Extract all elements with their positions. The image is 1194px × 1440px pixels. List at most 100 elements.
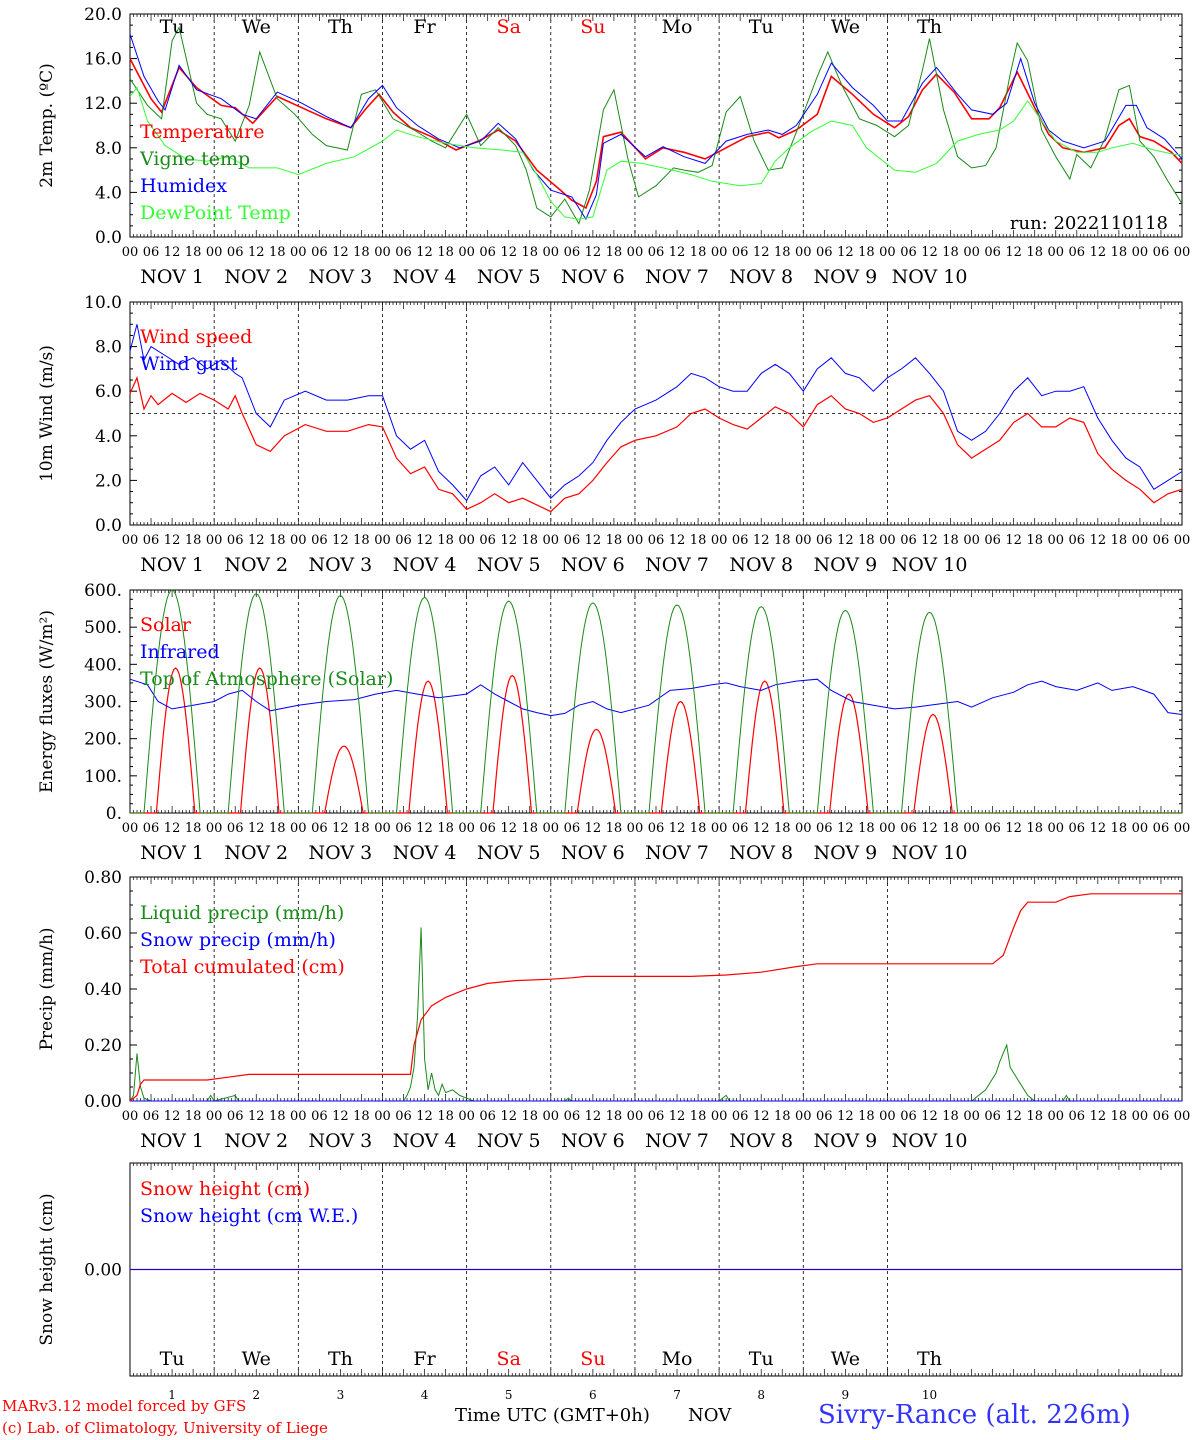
date-label: NOV 3 — [309, 1130, 373, 1152]
legend-entry: Solar — [140, 614, 192, 636]
date-label: NOV 5 — [477, 554, 541, 576]
x-tick-label: 06 — [1153, 1109, 1170, 1124]
x-tick-label: 00 — [1174, 533, 1191, 548]
x-tick-label: 12 — [1005, 533, 1022, 548]
legend-entry: Wind gust — [140, 353, 238, 375]
x-tick-label: 00 — [1047, 533, 1064, 548]
x-tick-label: 12 — [921, 821, 938, 836]
x-tick-label: 06 — [732, 1109, 749, 1124]
x-tick-label: 12 — [669, 533, 686, 548]
y-tick-label: 8.0 — [95, 338, 122, 358]
x-tick-label: 00 — [627, 533, 644, 548]
y-tick-label: 16.0 — [84, 50, 122, 70]
date-label: NOV 7 — [645, 842, 709, 864]
date-label: NOV 3 — [309, 266, 373, 288]
x-tick-label: 18 — [606, 245, 623, 260]
date-label: NOV 2 — [224, 842, 288, 864]
series-wind-speed — [129, 375, 1183, 513]
date-label: NOV 7 — [645, 1130, 709, 1152]
x-tick-label: 18 — [353, 821, 370, 836]
x-tick-label: 06 — [900, 1109, 917, 1124]
lab-credit: (c) Lab. of Climatology, University of L… — [2, 1419, 328, 1437]
legend-entry: Wind speed — [140, 326, 252, 348]
x-tick-label: 12 — [248, 533, 265, 548]
y-axis-title: 10m Wind (m/s) — [37, 345, 57, 482]
x-tick-label: 12 — [585, 821, 602, 836]
x-tick-label: 12 — [837, 245, 854, 260]
date-label: NOV 2 — [224, 266, 288, 288]
x-tick-label: 12 — [332, 1109, 349, 1124]
x-tick-label: 06 — [395, 533, 412, 548]
x-tick-label: 12 — [837, 821, 854, 836]
x-tick-label: 00 — [1047, 1109, 1064, 1124]
x-tick-label: 00 — [122, 821, 139, 836]
x-tick-label: 18 — [690, 245, 707, 260]
series-humidex — [129, 33, 1183, 221]
x-tick-label: 12 — [921, 1109, 938, 1124]
x-tick-label: 00 — [374, 821, 391, 836]
x-tick-label: 06 — [479, 533, 496, 548]
day-number: 9 — [842, 1388, 850, 1402]
x-tick-label: 00 — [543, 533, 560, 548]
x-tick-label: 06 — [1069, 245, 1086, 260]
x-tick-label: 18 — [1111, 821, 1128, 836]
date-label: NOV 9 — [814, 266, 878, 288]
x-tick-label: 12 — [921, 533, 938, 548]
x-tick-label: 00 — [963, 821, 980, 836]
x-tick-label: 12 — [669, 821, 686, 836]
date-label: NOV 10 — [892, 554, 968, 576]
legend-entry: Liquid precip (mm/h) — [140, 902, 344, 924]
x-tick-label: 18 — [690, 533, 707, 548]
x-tick-label: 06 — [816, 245, 833, 260]
day-number: 4 — [421, 1388, 429, 1402]
series-temperature — [129, 58, 1183, 210]
y-tick-label: 100. — [84, 767, 122, 787]
x-tick-label: 12 — [248, 1109, 265, 1124]
x-tick-label: 00 — [543, 821, 560, 836]
date-label: NOV 6 — [561, 842, 625, 864]
x-tick-label: 12 — [500, 533, 517, 548]
weekday-label: Su — [580, 1348, 605, 1370]
x-tick-label: 12 — [332, 533, 349, 548]
x-tick-label: 06 — [1153, 533, 1170, 548]
x-tick-label: 06 — [732, 533, 749, 548]
x-tick-label: 00 — [795, 821, 812, 836]
x-tick-label: 06 — [816, 533, 833, 548]
x-tick-label: 00 — [1047, 821, 1064, 836]
y-axis-title: Energy fluxes (W/m²) — [37, 610, 57, 793]
x-tick-label: 00 — [1174, 1109, 1191, 1124]
x-tick-label: 12 — [753, 821, 770, 836]
y-tick-label: 500. — [84, 618, 122, 638]
x-tick-label: 18 — [437, 1109, 454, 1124]
x-tick-label: 12 — [332, 821, 349, 836]
y-tick-label: 4.0 — [95, 183, 122, 203]
weekday-label: We — [831, 16, 860, 38]
x-tick-label: 06 — [479, 245, 496, 260]
legend-entry: Infrared — [140, 641, 220, 663]
date-label: NOV 5 — [477, 842, 541, 864]
x-tick-label: 18 — [1111, 1109, 1128, 1124]
y-axis-title: 2m Temp. (ºC) — [37, 63, 57, 188]
date-label: NOV 1 — [140, 554, 204, 576]
x-tick-label: 12 — [416, 245, 433, 260]
x-tick-label: 06 — [648, 533, 665, 548]
x-tick-label: 12 — [164, 533, 181, 548]
x-tick-label: 06 — [311, 245, 328, 260]
x-tick-label: 00 — [1132, 533, 1149, 548]
date-label: NOV 5 — [477, 266, 541, 288]
weekday-label: Mo — [662, 1348, 693, 1370]
x-axis-title: Time UTC (GMT+0h) — [455, 1405, 650, 1426]
x-tick-label: 12 — [416, 821, 433, 836]
station-name: Sivry-Rance (alt. 226m) — [818, 1400, 1131, 1430]
x-tick-label: 12 — [753, 1109, 770, 1124]
x-tick-label: 00 — [122, 245, 139, 260]
date-label: NOV 8 — [729, 842, 793, 864]
x-tick-label: 06 — [311, 533, 328, 548]
x-tick-label: 18 — [1026, 245, 1043, 260]
day-number: 1 — [168, 1388, 176, 1402]
x-tick-label: 00 — [879, 533, 896, 548]
x-tick-label: 12 — [1090, 821, 1107, 836]
x-tick-label: 00 — [290, 533, 307, 548]
legend-entry: Snow precip (mm/h) — [140, 929, 336, 951]
x-tick-label: 18 — [942, 533, 959, 548]
